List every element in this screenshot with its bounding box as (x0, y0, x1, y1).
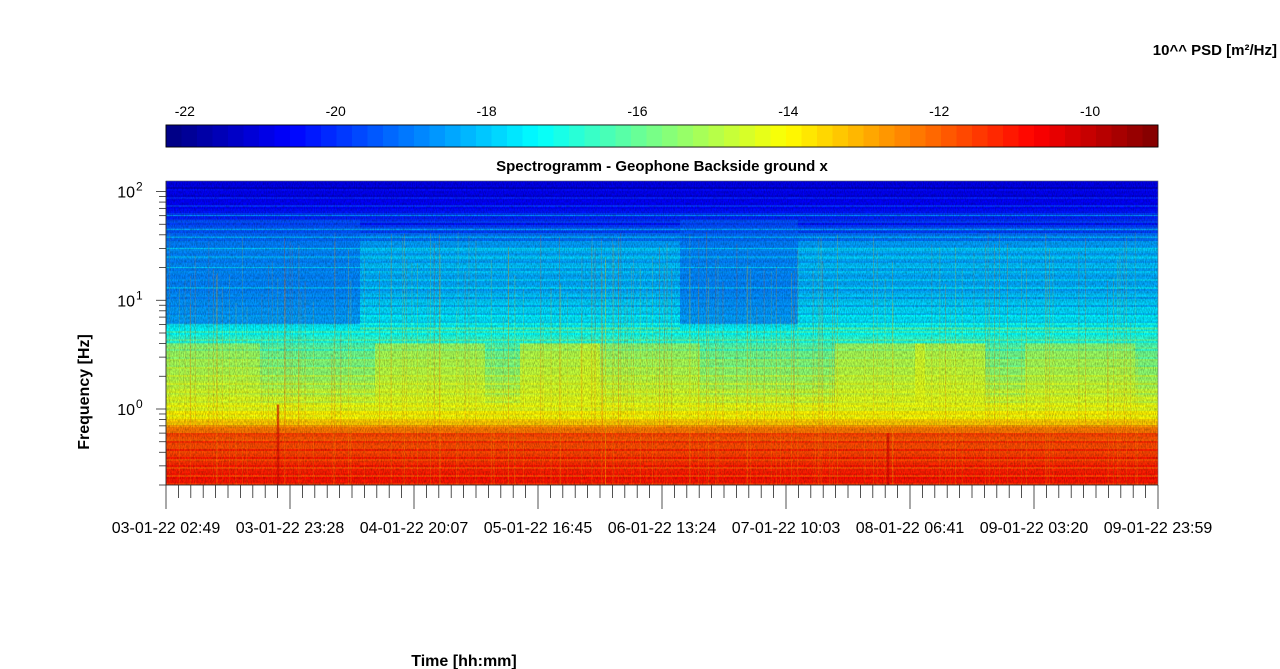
colorbar-block (414, 125, 430, 147)
colorbar-block (383, 125, 399, 147)
colorbar-block (739, 125, 756, 147)
colorbar-block (631, 125, 647, 147)
colorbar-block (1096, 125, 1112, 147)
colorbar-block (894, 125, 911, 147)
colorbar-block (166, 125, 182, 147)
colorbar-block (321, 125, 337, 147)
y-tick-label: 10 (117, 402, 135, 419)
colorbar-block (336, 125, 353, 147)
colorbar-block (662, 125, 678, 147)
colorbar-block (1018, 125, 1035, 147)
colorbar-block (553, 125, 570, 147)
x-tick-label: 09-01-22 23:59 (1104, 520, 1213, 537)
colorbar-block (817, 125, 833, 147)
colorbar-block (290, 125, 306, 147)
x-tick-label: 06-01-22 13:24 (608, 520, 717, 537)
colorbar: 10^^ PSD [m²/Hz] -22 -20 -18 -16 -14 -12 -10 (165, 42, 1277, 148)
colorbar-blocks (165, 124, 1159, 148)
colorbar-block (445, 125, 461, 147)
colorbar-block (801, 125, 818, 147)
colorbar-block (522, 125, 539, 147)
colorbar-block (429, 125, 446, 147)
colorbar-block (956, 125, 973, 147)
colorbar-block (615, 125, 632, 147)
colorbar-block (879, 125, 895, 147)
colorbar-block (243, 125, 260, 147)
spectrogram-noise-texture (166, 181, 1158, 485)
colorbar-block (352, 125, 368, 147)
colorbar-block (708, 125, 725, 147)
colorbar-block (677, 125, 694, 147)
colorbar-block (925, 125, 942, 147)
colorbar-block (693, 125, 709, 147)
y-axis-label: Frequency [Hz] (76, 334, 93, 450)
colorbar-block (600, 125, 616, 147)
colorbar-block (786, 125, 802, 147)
colorbar-block (398, 125, 415, 147)
x-tick-label: 09-01-22 03:20 (980, 520, 1089, 537)
x-axis-label: Time [hh:mm] (411, 653, 516, 669)
colorbar-block (584, 125, 601, 147)
colorbar-block (507, 125, 523, 147)
y-tick-exponent: 1 (136, 288, 143, 302)
colorbar-block (476, 125, 492, 147)
x-tick-label: 03-01-22 23:28 (236, 520, 345, 537)
y-tick-label: 10 (117, 185, 135, 202)
y-tick-exponent: 2 (136, 180, 143, 194)
colorbar-block (1111, 125, 1128, 147)
x-tick-label: 05-01-22 16:45 (484, 520, 593, 537)
colorbar-block (848, 125, 864, 147)
colorbar-block (1003, 125, 1019, 147)
colorbar-block (367, 125, 384, 147)
colorbar-block (259, 125, 275, 147)
colorbar-tick-label: -20 (326, 103, 346, 119)
x-axis: 03-01-22 02:49 03-01-22 23:28 04-01-22 20:… (112, 484, 1213, 537)
x-tick-label: 03-01-22 02:49 (112, 520, 221, 537)
colorbar-tick-label: -22 (175, 103, 195, 119)
colorbar-tick-label: -14 (778, 103, 798, 119)
colorbar-block (212, 125, 229, 147)
colorbar-block (972, 125, 988, 147)
colorbar-block (197, 125, 213, 147)
colorbar-block (1127, 125, 1143, 147)
colorbar-block (1065, 125, 1081, 147)
colorbar-block (460, 125, 477, 147)
colorbar-block (1142, 125, 1159, 147)
colorbar-block (569, 125, 585, 147)
colorbar-block (228, 125, 244, 147)
colorbar-block (491, 125, 508, 147)
colorbar-block (274, 125, 291, 147)
colorbar-frame (165, 124, 1159, 148)
colorbar-block (1049, 125, 1066, 147)
spectrogram-plot (166, 181, 1158, 485)
x-tick-label: 08-01-22 06:41 (856, 520, 965, 537)
colorbar-block (646, 125, 663, 147)
colorbar-block (910, 125, 926, 147)
colorbar-tick-label: -16 (627, 103, 647, 119)
colorbar-block (181, 125, 198, 147)
colorbar-tick-label: -12 (929, 103, 949, 119)
colorbar-block (1080, 125, 1097, 147)
colorbar-block (1034, 125, 1050, 147)
colorbar-block (770, 125, 787, 147)
colorbar-block (863, 125, 880, 147)
colorbar-tick-label: -10 (1080, 103, 1100, 119)
colorbar-block (724, 125, 740, 147)
colorbar-block (305, 125, 322, 147)
colorbar-block (755, 125, 771, 147)
colorbar-block (941, 125, 957, 147)
chart-title: Spectrogramm - Geophone Backside ground … (496, 158, 828, 175)
colorbar-block (832, 125, 849, 147)
colorbar-label: 10^^ PSD [m²/Hz] (1153, 42, 1277, 59)
y-tick-exponent: 0 (136, 397, 143, 411)
y-tick-label: 10 (117, 293, 135, 310)
colorbar-block (987, 125, 1004, 147)
colorbar-tick-label: -18 (476, 103, 496, 119)
x-tick-label: 04-01-22 20:07 (360, 520, 469, 537)
x-tick-label: 07-01-22 10:03 (732, 520, 841, 537)
colorbar-block (538, 125, 554, 147)
